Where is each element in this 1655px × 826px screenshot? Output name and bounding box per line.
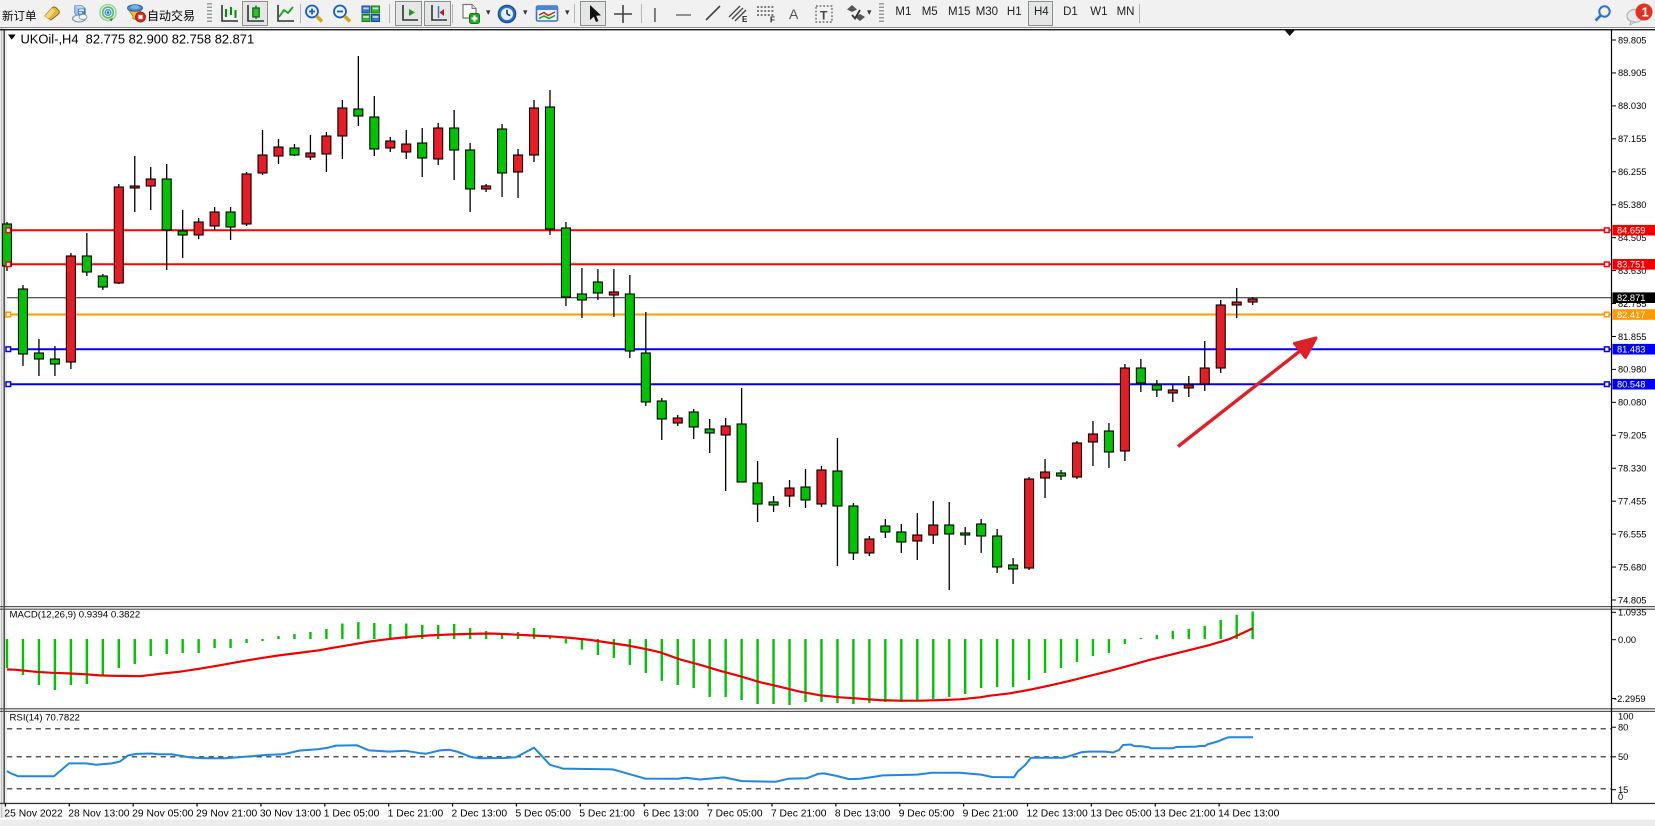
svg-text:7 Dec 21:00: 7 Dec 21:00 xyxy=(771,809,827,820)
svg-text:25 Nov 2022: 25 Nov 2022 xyxy=(4,809,63,820)
svg-text:80.080: 80.080 xyxy=(1618,398,1646,408)
svg-text:50: 50 xyxy=(1618,752,1628,762)
svg-text:5 Dec 21:00: 5 Dec 21:00 xyxy=(579,809,635,820)
svg-text:MACD(12,26,9) 0.9394 0.3822: MACD(12,26,9) 0.9394 0.3822 xyxy=(10,609,141,620)
svg-text:80.548: 80.548 xyxy=(1617,380,1645,390)
svg-text:82.755: 82.755 xyxy=(1618,299,1646,309)
svg-text:29 Nov 05:00: 29 Nov 05:00 xyxy=(132,809,194,820)
svg-text:100: 100 xyxy=(1618,711,1634,721)
svg-text:1: 1 xyxy=(1642,5,1649,20)
svg-text:9 Dec 21:00: 9 Dec 21:00 xyxy=(963,809,1019,820)
svg-text:82.417: 82.417 xyxy=(1617,310,1645,320)
svg-text:28 Nov 13:00: 28 Nov 13:00 xyxy=(68,809,130,820)
svg-text:81.855: 81.855 xyxy=(1618,332,1646,342)
svg-text:12 Dec 13:00: 12 Dec 13:00 xyxy=(1026,809,1088,820)
svg-text:83.751: 83.751 xyxy=(1617,260,1645,270)
svg-text:8 Dec 13:00: 8 Dec 13:00 xyxy=(835,809,891,820)
svg-text:6 Dec 13:00: 6 Dec 13:00 xyxy=(643,809,699,820)
svg-text:83.630: 83.630 xyxy=(1618,266,1646,276)
svg-text:9 Dec 05:00: 9 Dec 05:00 xyxy=(899,809,955,820)
svg-text:UKOil-,H4 82.775 82.900 82.75: UKOil-,H4 82.775 82.900 82.758 82.871 xyxy=(21,32,255,47)
svg-text:13 Dec 21:00: 13 Dec 21:00 xyxy=(1154,809,1216,820)
svg-text:13 Dec 05:00: 13 Dec 05:00 xyxy=(1090,809,1152,820)
svg-text:7 Dec 05:00: 7 Dec 05:00 xyxy=(707,809,763,820)
svg-text:80: 80 xyxy=(1618,723,1628,733)
svg-text:E: E xyxy=(742,15,748,24)
svg-text:75.680: 75.680 xyxy=(1618,562,1646,572)
svg-text:84.659: 84.659 xyxy=(1617,226,1645,236)
svg-text:86.255: 86.255 xyxy=(1618,167,1646,177)
svg-text:30 Nov 13:00: 30 Nov 13:00 xyxy=(260,809,322,820)
svg-text:85.380: 85.380 xyxy=(1618,200,1646,210)
svg-text:87.155: 87.155 xyxy=(1618,134,1646,144)
svg-text:5 Dec 05:00: 5 Dec 05:00 xyxy=(515,809,571,820)
svg-text:T: T xyxy=(820,9,828,23)
svg-text:88.905: 88.905 xyxy=(1618,68,1646,78)
svg-text:1 Dec 05:00: 1 Dec 05:00 xyxy=(324,809,380,820)
svg-text:0: 0 xyxy=(1618,792,1623,802)
svg-text:29 Nov 21:00: 29 Nov 21:00 xyxy=(196,809,258,820)
svg-text:2 Dec 13:00: 2 Dec 13:00 xyxy=(452,809,508,820)
svg-text:74.805: 74.805 xyxy=(1618,595,1646,605)
svg-text:15: 15 xyxy=(1618,785,1628,795)
svg-text:F: F xyxy=(770,16,775,25)
svg-text:80.980: 80.980 xyxy=(1618,365,1646,375)
svg-text:0.00: 0.00 xyxy=(1618,635,1636,645)
svg-text:78.330: 78.330 xyxy=(1618,464,1646,474)
svg-text:79.205: 79.205 xyxy=(1618,431,1646,441)
svg-text:-2.2959: -2.2959 xyxy=(1614,694,1646,704)
svg-text:84.505: 84.505 xyxy=(1618,233,1646,243)
svg-text:1.0935: 1.0935 xyxy=(1618,608,1646,618)
svg-text:77.455: 77.455 xyxy=(1618,496,1646,506)
svg-text:82.871: 82.871 xyxy=(1617,293,1645,303)
svg-text:81.483: 81.483 xyxy=(1617,345,1645,355)
svg-text:89.805: 89.805 xyxy=(1618,35,1646,45)
svg-text:88.030: 88.030 xyxy=(1618,101,1646,111)
svg-text:76.555: 76.555 xyxy=(1618,529,1646,539)
svg-text:RSI(14) 70.7822: RSI(14) 70.7822 xyxy=(10,712,80,723)
svg-text:1 Dec 21:00: 1 Dec 21:00 xyxy=(388,809,444,820)
svg-text:14 Dec 13:00: 14 Dec 13:00 xyxy=(1218,809,1280,820)
